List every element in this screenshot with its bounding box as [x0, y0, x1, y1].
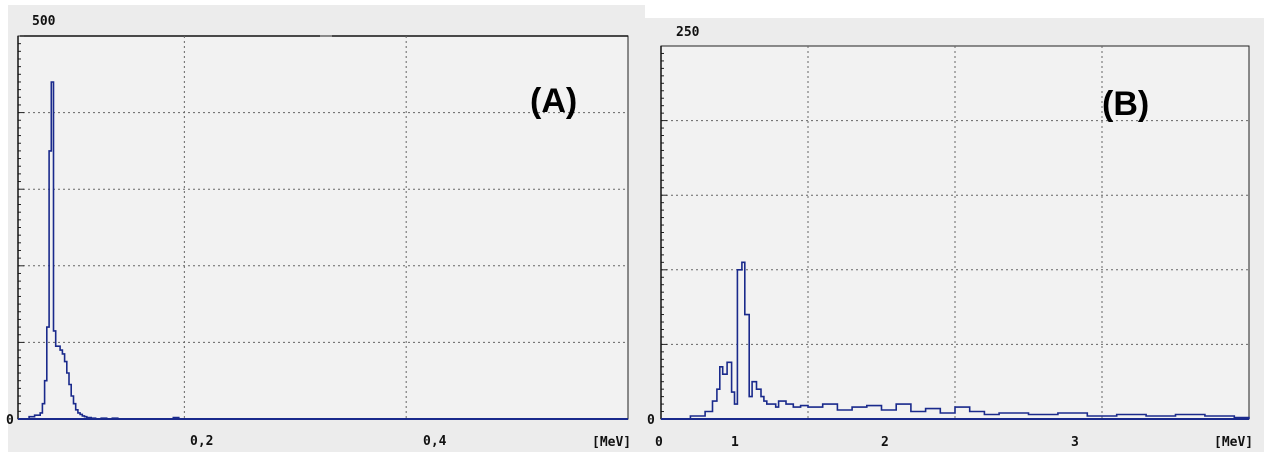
- panel-b-grid: [661, 46, 1249, 419]
- panel-a-x-unit: [MeV]: [592, 435, 631, 450]
- panel-b-spectrum-trace: [661, 261, 1250, 420]
- panel-a-xtick-label-0: 0,2: [190, 434, 213, 449]
- panel-a-y-zero-label: 0: [6, 413, 14, 428]
- panel-a-plot-area: [17, 35, 629, 420]
- panel-b: 250 0 0 1 2 3 [MeV] (B): [645, 18, 1264, 452]
- panel-b-xtick-label-2: 2: [881, 435, 889, 450]
- panel-b-y-zero-label: 0: [647, 413, 655, 428]
- panel-a-ymax-label: 500: [32, 14, 56, 29]
- panel-b-ymax-label: 250: [676, 25, 700, 40]
- panel-a-grid: [18, 36, 628, 419]
- panel-b-xtick-label-3: 3: [1071, 435, 1079, 450]
- panel-a: 500 0 0,2 0,4 [MeV] (A): [6, 5, 645, 452]
- panel-b-xtick-label-1: 1: [731, 435, 739, 450]
- panel-a-label: (A): [530, 82, 577, 120]
- panel-b-label: (B): [1102, 85, 1149, 123]
- panel-b-xtick-label-0: 0: [655, 435, 663, 450]
- panel-b-x-unit: [MeV]: [1214, 435, 1253, 450]
- panel-a-xtick-label-1: 0,4: [423, 434, 447, 449]
- panel-b-minor-ticks: [660, 45, 667, 420]
